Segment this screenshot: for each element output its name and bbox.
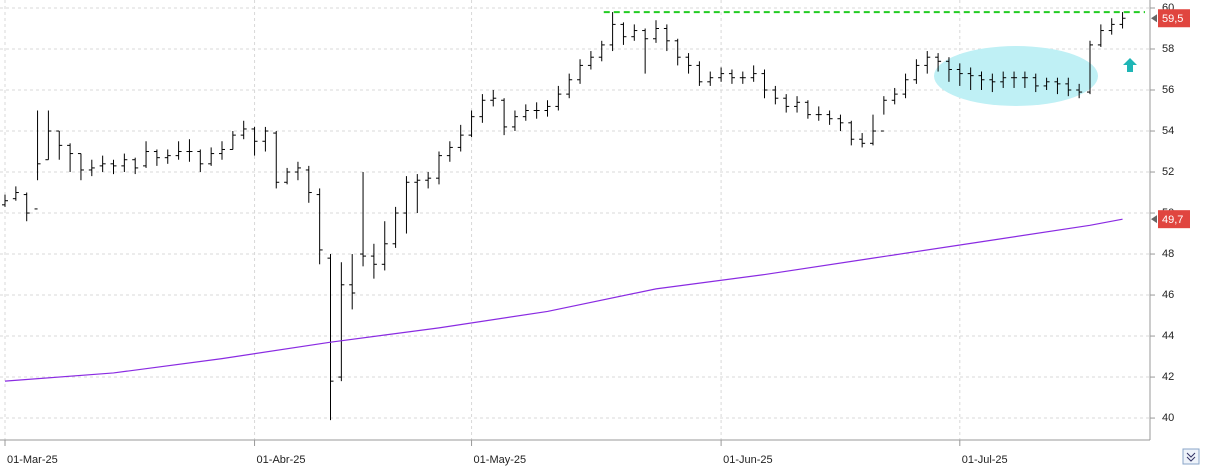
y-tick-label: 54	[1162, 125, 1174, 137]
up-arrow	[1123, 58, 1137, 72]
highlight-ellipse	[934, 46, 1098, 106]
x-tick-label: 01-Abr-25	[257, 454, 306, 466]
axes: 404244464850525456586001-Mar-2501-Abr-25…	[4, 2, 1190, 466]
price-marker	[1158, 210, 1190, 229]
price-marker	[1158, 9, 1190, 28]
price-marker-pointer	[1151, 215, 1157, 224]
x-tick-label: 01-May-25	[474, 454, 527, 466]
moving-average-line	[4, 218, 1123, 382]
x-tick-label: 01-Jun-25	[723, 454, 773, 466]
y-tick-label: 46	[1162, 289, 1174, 301]
x-tick-label: 01-Mar-25	[7, 454, 58, 466]
y-tick-label: 42	[1162, 371, 1174, 383]
y-tick-label: 44	[1162, 330, 1174, 342]
x-tick-label: 01-Jul-25	[962, 454, 1008, 466]
price-marker-pointer	[1151, 14, 1157, 23]
y-tick-label: 48	[1162, 248, 1174, 260]
y-tick-label: 58	[1162, 43, 1174, 55]
scroll-icon	[1186, 452, 1196, 462]
y-tick-label: 52	[1162, 166, 1174, 178]
plot	[2, 11, 1145, 421]
y-tick-label: 56	[1162, 84, 1174, 96]
y-tick-label: 40	[1162, 412, 1174, 424]
price-marker-label: 49,7	[1162, 214, 1183, 226]
price-marker-label: 59,5	[1162, 13, 1183, 25]
